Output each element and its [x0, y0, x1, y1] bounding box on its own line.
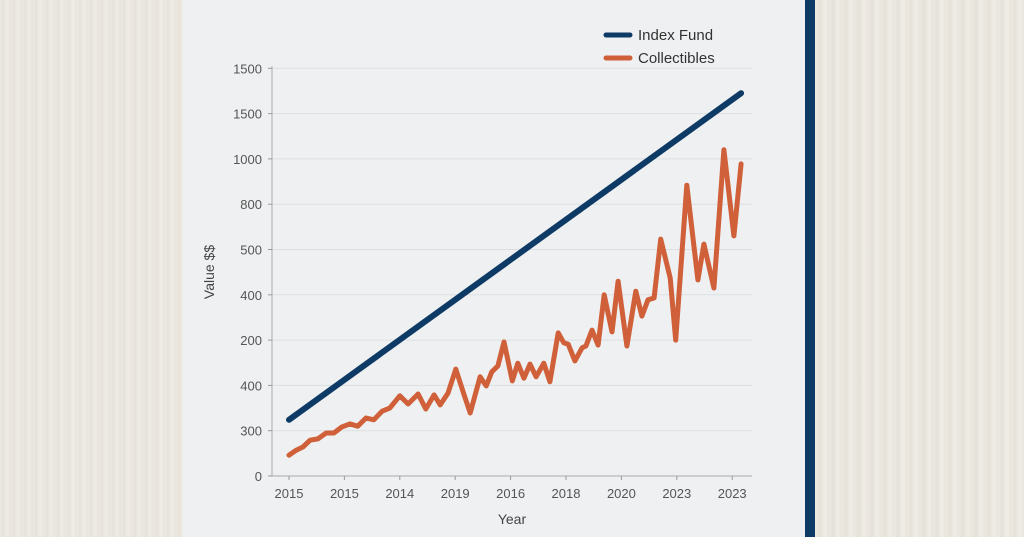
x-tick-label: 2015	[330, 486, 359, 501]
y-tick-label: 1000	[233, 152, 262, 167]
gridlines	[272, 67, 752, 432]
y-tick-label: 400	[240, 288, 262, 303]
legend-label-collectibles: Collectibles	[638, 50, 715, 67]
x-tick-label: 2023	[662, 486, 691, 501]
y-tick-label: 800	[240, 197, 262, 212]
x-axis-title: Year	[498, 511, 527, 527]
x-tick-label: 2016	[496, 486, 525, 501]
series-lines	[286, 90, 745, 458]
legend-label-index-fund: Index Fund	[638, 27, 713, 44]
y-tick-label: 200	[240, 333, 262, 348]
x-axis-ticks: 2015 2015 2014 2019 2016 2018 2020 2023 2023	[275, 476, 747, 501]
series-line-collectibles	[286, 147, 744, 458]
x-tick-label: 2015	[275, 486, 304, 501]
y-tick-label: 400	[240, 378, 262, 393]
y-axis-ticks: 0 300 400 200 400 500 800 1000 1500 1500	[233, 61, 272, 484]
y-tick-label: 300	[240, 424, 262, 439]
x-tick-label: 2019	[441, 486, 470, 501]
y-tick-label: 0	[255, 469, 262, 484]
decorative-navy-bar	[805, 0, 815, 537]
y-tick-label: 1500	[233, 107, 262, 122]
y-tick-label: 1500	[233, 61, 262, 76]
legend: Index Fund Collectibles	[603, 27, 715, 67]
x-tick-label: 2014	[385, 486, 414, 501]
x-tick-label: 2023	[718, 486, 747, 501]
y-axis-title: Value $$	[201, 245, 217, 299]
x-tick-label: 2020	[607, 486, 636, 501]
textured-background-left	[0, 0, 183, 537]
axes	[271, 66, 752, 477]
x-tick-label: 2018	[552, 486, 581, 501]
textured-background-right	[816, 0, 1024, 537]
y-tick-label: 500	[240, 243, 262, 258]
series-line-index-fund	[286, 90, 745, 423]
